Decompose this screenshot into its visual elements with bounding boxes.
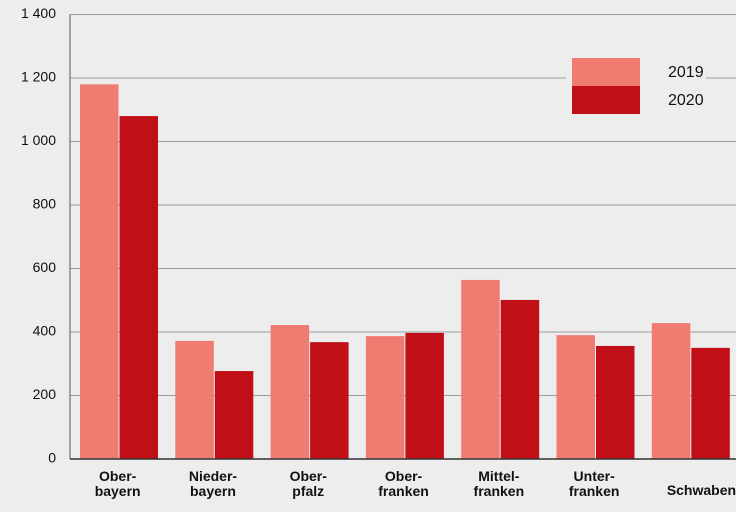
bar [365,336,405,459]
x-tick-label-line: Ober- [99,468,137,484]
bar [461,279,500,459]
x-tick-label-line: franken [569,483,620,499]
y-tick-label: 1 400 [21,5,56,21]
bar [596,345,635,459]
y-tick-label: 600 [33,259,57,275]
y-tick-label: 1 200 [21,69,56,85]
bar [500,299,540,459]
x-tick-label-line: franken [474,483,525,499]
y-tick-label: 1 000 [21,132,56,148]
x-tick-label: Ober-pfalz [290,468,328,499]
legend-swatch [572,86,640,114]
bar [214,371,254,459]
bar [691,347,730,459]
x-tick-label-line: Mittel- [478,468,520,484]
x-tick-label-line: franken [378,483,429,499]
x-tick-label-line: Unter- [574,468,616,484]
bar [80,84,119,459]
x-tick-label-line: Ober- [290,468,328,484]
x-tick-label-line: Ober- [385,468,423,484]
bar [651,323,691,459]
y-tick-label: 0 [48,450,56,466]
bar [175,340,214,459]
x-tick-label-line: Schwaben [667,482,736,498]
legend-swatch [572,58,640,86]
bar [405,332,444,459]
x-tick-label-line: bayern [95,483,141,499]
x-tick-label: Nieder-bayern [189,468,238,499]
x-tick-label-line: pfalz [292,483,324,499]
x-tick-label: Unter-franken [569,468,620,499]
x-tick-label: Mittel-franken [474,468,525,499]
bar [119,116,158,459]
x-tick-label: Schwaben [667,482,736,498]
y-tick-label: 400 [33,323,57,339]
y-tick-label: 800 [33,196,57,212]
x-tick-label-line: Nieder- [189,468,238,484]
legend-label: 2020 [668,92,704,109]
bar [556,335,595,459]
x-tick-label: Ober-bayern [95,468,141,499]
legend-label: 2019 [668,64,704,81]
x-tick-label-line: bayern [190,483,236,499]
bar [270,325,310,459]
y-tick-label: 200 [33,386,57,402]
bar [310,342,349,459]
x-tick-label: Ober-franken [378,468,429,499]
